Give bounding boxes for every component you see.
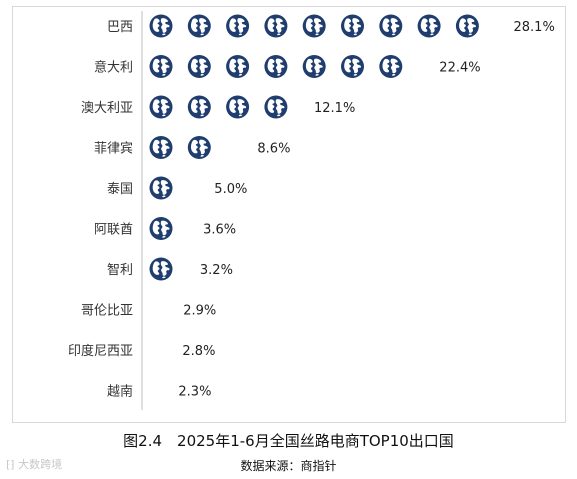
globe-icon — [149, 95, 173, 119]
globe-icon — [379, 55, 403, 78]
globe-icon — [149, 257, 173, 281]
globe-icon — [341, 55, 364, 78]
globe-icon — [149, 217, 173, 240]
value-label: 22.4% — [439, 61, 480, 76]
figure-caption: 图2.4 2025年1-6月全国丝路电商TOP10出口国 — [123, 432, 454, 450]
globe-icon — [417, 14, 441, 38]
watermark: ⁅⁆ 大数跨境 — [6, 458, 63, 471]
globe-icon — [264, 14, 288, 38]
globe-icon — [149, 338, 172, 362]
globe-icon — [149, 176, 173, 200]
globe-icon — [226, 95, 250, 119]
value-label: 8.6% — [257, 142, 290, 157]
category-label: 阿联酋 — [94, 222, 133, 238]
globe-icon — [341, 14, 364, 38]
globe-icon — [226, 14, 250, 38]
globe-icon — [302, 55, 326, 78]
value-label: 12.1% — [314, 101, 355, 116]
value-label: 5.0% — [214, 182, 247, 197]
globe-icon — [187, 136, 211, 159]
category-label: 意大利 — [94, 60, 133, 76]
globe-icon — [226, 55, 250, 78]
globe-icon — [187, 176, 204, 200]
category-label: 哥伦比亚 — [81, 304, 133, 319]
globe-icon — [149, 136, 173, 159]
globe-icon — [417, 55, 429, 78]
category-label: 澳大利亚 — [81, 100, 133, 116]
value-label: 2.9% — [183, 304, 216, 319]
globe-icon — [264, 55, 288, 78]
globe-icon — [187, 55, 211, 78]
category-label: 印度尼西亚 — [68, 343, 133, 359]
globe-icon — [149, 14, 173, 38]
globe-icon — [149, 298, 173, 321]
value-label: 2.8% — [182, 344, 215, 359]
category-label: 巴西 — [107, 20, 133, 35]
globe-icon — [226, 136, 247, 159]
globe-icon — [379, 14, 403, 38]
globe-icon — [302, 14, 326, 38]
globe-icon — [149, 379, 168, 402]
value-label: 3.2% — [200, 263, 233, 278]
value-label: 3.6% — [203, 223, 236, 238]
globe-icon — [187, 14, 211, 38]
globe-icon — [149, 55, 173, 78]
category-label: 智利 — [107, 263, 133, 278]
chart-frame — [12, 6, 566, 423]
category-label: 菲律宾 — [94, 141, 133, 157]
category-label: 越南 — [107, 384, 133, 400]
source-note: 数据来源：商指针 — [240, 459, 337, 473]
value-label: 28.1% — [514, 20, 555, 35]
globe-icon — [455, 14, 479, 38]
value-label: 2.3% — [178, 385, 211, 400]
globe-icon — [264, 95, 288, 119]
globe-icon — [187, 95, 211, 119]
category-label: 泰国 — [107, 182, 133, 197]
